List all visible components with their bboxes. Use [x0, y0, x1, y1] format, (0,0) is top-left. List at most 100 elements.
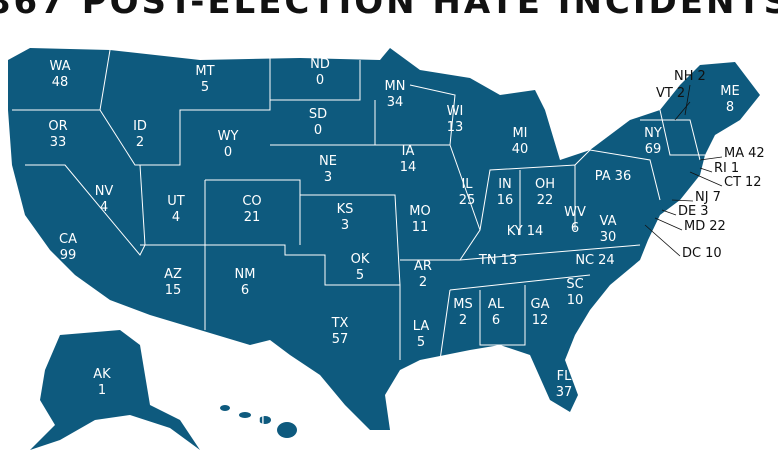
state-label: MA 42 — [724, 146, 765, 161]
state-count: 12 — [745, 175, 762, 190]
hawaii — [239, 412, 251, 418]
state-abbr: SD — [309, 107, 327, 122]
state-count: 14 — [400, 160, 417, 175]
state-label: DE 3 — [678, 204, 709, 219]
state-label: NJ 7 — [695, 190, 721, 205]
state-abbr: HI — [251, 414, 265, 429]
state-abbr: PA — [595, 169, 611, 184]
state-abbr: GA — [531, 297, 550, 312]
state-label: AL 6 — [488, 297, 505, 328]
state-abbr: DC — [682, 246, 701, 261]
state-abbr: KY — [507, 224, 523, 239]
state-count: 8 — [726, 100, 734, 115]
state-abbr: NC — [575, 253, 594, 268]
border — [459, 244, 641, 261]
state-abbr: MD — [684, 219, 705, 234]
state-label: CT 12 — [724, 175, 762, 190]
state-count: 57 — [332, 332, 349, 347]
state-label: PA 36 — [595, 169, 631, 184]
state-count: 36 — [615, 169, 632, 184]
hawaii — [220, 405, 230, 411]
state-abbr: AR — [414, 259, 432, 274]
state-label: IN 16 — [497, 177, 514, 208]
state-count: 0 — [314, 123, 322, 138]
leader — [644, 224, 681, 257]
state-abbr: OK — [351, 252, 370, 267]
state-count: 2 — [459, 313, 467, 328]
border — [439, 289, 451, 361]
contiguous-us — [8, 48, 760, 430]
state-abbr: SC — [566, 277, 583, 292]
state-abbr: UT — [167, 194, 185, 209]
state-label: TX 57 — [331, 316, 349, 347]
state-abbr: NH — [674, 69, 694, 84]
state-count: 24 — [598, 253, 615, 268]
state-label: ID 2 — [133, 119, 147, 150]
state-label: DC 10 — [682, 246, 722, 261]
state-abbr: CA — [59, 232, 77, 247]
state-abbr: IL — [461, 177, 473, 192]
state-label: RI 1 — [714, 161, 739, 176]
state-label: NV 4 — [95, 184, 114, 215]
state-count: 6 — [241, 283, 249, 298]
state-label: OH 22 — [535, 177, 555, 208]
state-abbr: VA — [600, 214, 617, 229]
state-count: 12 — [532, 313, 549, 328]
state-label: MT 5 — [195, 64, 214, 95]
state-count: 0 — [254, 430, 262, 445]
leader — [674, 101, 691, 121]
state-count: 0 — [224, 145, 232, 160]
state-abbr: TN — [478, 253, 497, 268]
state-count: 42 — [748, 146, 765, 161]
state-label: KS 3 — [337, 202, 354, 233]
state-label: MD 22 — [684, 219, 726, 234]
state-abbr: WA — [49, 59, 70, 74]
state-count: 1 — [98, 383, 106, 398]
leader — [654, 217, 683, 231]
state-abbr: OR — [48, 119, 67, 134]
border — [479, 285, 526, 346]
state-abbr: FL — [557, 369, 572, 384]
state-label: KY 14 — [507, 224, 544, 239]
state-count: 5 — [417, 335, 425, 350]
leader — [661, 209, 677, 216]
state-label: IL 25 — [459, 177, 476, 208]
state-count: 6 — [492, 313, 500, 328]
state-label: WY 0 — [218, 129, 239, 160]
state-abbr: WI — [447, 104, 464, 119]
state-label: NM 6 — [235, 267, 256, 298]
state-abbr: AK — [93, 367, 111, 382]
state-count: 22 — [709, 219, 726, 234]
leader — [689, 171, 723, 187]
border — [659, 109, 705, 156]
state-abbr: LA — [413, 319, 430, 334]
state-abbr: IN — [498, 177, 512, 192]
state-count: 30 — [600, 230, 617, 245]
state-count: 10 — [567, 293, 584, 308]
state-label: OR 33 — [48, 119, 67, 150]
leader — [699, 156, 723, 161]
border — [25, 164, 146, 256]
state-count: 69 — [645, 142, 662, 157]
state-abbr: MI — [512, 126, 527, 141]
state-label: CA 99 — [59, 232, 77, 263]
state-label: WV 6 — [564, 205, 586, 236]
state-abbr: MA — [724, 146, 744, 161]
state-abbr: WY — [218, 129, 239, 144]
state-abbr: WV — [564, 205, 586, 220]
border — [479, 164, 576, 231]
state-label: OK 5 — [351, 252, 370, 283]
state-count: 10 — [705, 246, 722, 261]
state-label: LA 5 — [413, 319, 430, 350]
state-count: 4 — [172, 210, 180, 225]
state-abbr: NY — [644, 126, 662, 141]
state-label: WI 13 — [447, 104, 464, 135]
state-label: IA 14 — [400, 144, 417, 175]
border — [574, 149, 661, 201]
state-abbr: MS — [453, 297, 472, 312]
state-count: 6 — [571, 221, 579, 236]
hawaii — [277, 422, 297, 438]
state-abbr: NJ — [695, 190, 709, 205]
